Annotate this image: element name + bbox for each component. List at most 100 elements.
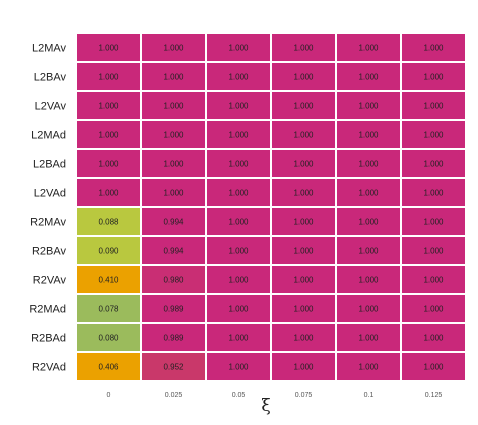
heatmap-cell xyxy=(272,63,335,90)
heatmap-cell xyxy=(337,295,400,322)
cell-value-label: 1.000 xyxy=(228,160,249,169)
x-tick-label: 0.1 xyxy=(364,392,374,399)
cell-value-label: 1.000 xyxy=(423,44,444,53)
heatmap-cell xyxy=(337,63,400,90)
y-tick-label: R2VAd xyxy=(32,362,66,374)
heatmap-cell xyxy=(402,353,465,380)
heatmap-cell xyxy=(337,121,400,148)
heatmap-cell xyxy=(402,179,465,206)
heatmap-cell xyxy=(142,208,205,235)
cell-value-label: 1.000 xyxy=(228,247,249,256)
cell-value-label: 1.000 xyxy=(293,363,314,372)
cell-value-label: 1.000 xyxy=(98,102,119,111)
heatmap-cell xyxy=(77,295,140,322)
heatmap-cell xyxy=(402,150,465,177)
cell-value-label: 1.000 xyxy=(358,102,379,111)
x-axis-labels: 0 0.025 0.05 0.075 0.1 0.125 xyxy=(107,392,443,399)
heatmap-cell xyxy=(77,324,140,351)
cell-value-label: 1.000 xyxy=(293,305,314,314)
heatmap-cell xyxy=(142,179,205,206)
y-tick-label: L2VAv xyxy=(35,101,67,113)
cell-value-label: 0.989 xyxy=(163,334,184,343)
cell-value-label: 1.000 xyxy=(423,131,444,140)
heatmap-cell xyxy=(402,34,465,61)
heatmap-cell xyxy=(337,266,400,293)
cell-value-label: 1.000 xyxy=(423,247,444,256)
heatmap-cell xyxy=(272,324,335,351)
x-tick-label: 0.025 xyxy=(165,392,183,399)
cell-value-label: 1.000 xyxy=(98,131,119,140)
cell-value-label: 1.000 xyxy=(358,73,379,82)
heatmap-cell xyxy=(272,121,335,148)
heatmap-cell xyxy=(272,237,335,264)
x-tick-label: 0 xyxy=(107,392,111,399)
cell-value-label: 1.000 xyxy=(228,334,249,343)
heatmap-cell xyxy=(272,295,335,322)
heatmap-cell xyxy=(207,121,270,148)
cell-value-label: 0.980 xyxy=(163,276,184,285)
heatmap-cell xyxy=(142,150,205,177)
cell-value-label: 1.000 xyxy=(228,218,249,227)
heatmap-cell xyxy=(77,208,140,235)
x-axis-title: ξ xyxy=(261,396,270,416)
cell-value-label: 1.000 xyxy=(163,44,184,53)
heatmap-cell xyxy=(207,179,270,206)
y-tick-label: L2MAd xyxy=(31,130,66,142)
cell-value-label: 1.000 xyxy=(163,73,184,82)
heatmap-cell xyxy=(337,353,400,380)
cell-value-label: 1.000 xyxy=(293,276,314,285)
heatmap-cell xyxy=(272,266,335,293)
heatmap-cell xyxy=(142,92,205,119)
y-tick-label: R2BAd xyxy=(31,333,66,345)
cell-value-label: 1.000 xyxy=(98,160,119,169)
cell-value-label: 1.000 xyxy=(293,218,314,227)
heatmap-cell xyxy=(207,150,270,177)
cell-value-label: 1.000 xyxy=(293,73,314,82)
heatmap-cell xyxy=(142,237,205,264)
heatmap-cell xyxy=(142,353,205,380)
cell-value-label: 1.000 xyxy=(423,218,444,227)
cell-value-label: 1.000 xyxy=(228,131,249,140)
heatmap-cell xyxy=(337,150,400,177)
cell-value-label: 1.000 xyxy=(358,189,379,198)
heatmap-cell xyxy=(207,63,270,90)
heatmap-cell xyxy=(337,324,400,351)
cell-value-label: 1.000 xyxy=(358,363,379,372)
cell-value-label: 1.000 xyxy=(293,160,314,169)
cell-value-label: 1.000 xyxy=(293,131,314,140)
heatmap-cell xyxy=(402,324,465,351)
cell-value-label: 1.000 xyxy=(228,305,249,314)
y-tick-label: L2BAd xyxy=(33,159,66,171)
cell-value-label: 1.000 xyxy=(423,276,444,285)
heatmap-cell xyxy=(207,208,270,235)
heatmap-cell xyxy=(142,266,205,293)
cell-value-label: 1.000 xyxy=(358,44,379,53)
heatmap-cell xyxy=(272,179,335,206)
cell-value-label: 1.000 xyxy=(423,305,444,314)
cell-value-label: 1.000 xyxy=(228,276,249,285)
heatmap-cell xyxy=(77,121,140,148)
heatmap-cell xyxy=(77,150,140,177)
y-axis-labels: L2MAv L2BAv L2VAv L2MAd L2BAd L2VAd R2MAv R2BAv… xyxy=(29,43,66,374)
heatmap-cell xyxy=(337,237,400,264)
heatmap-cell xyxy=(207,324,270,351)
y-tick-label: R2MAd xyxy=(29,304,66,316)
cell-value-label: 1.000 xyxy=(163,189,184,198)
cell-value-label: 1.000 xyxy=(358,305,379,314)
heatmap-cell xyxy=(142,34,205,61)
y-tick-label: L2MAv xyxy=(32,43,67,55)
heatmap-cell xyxy=(142,63,205,90)
x-tick-label: 0.075 xyxy=(295,392,313,399)
y-tick-label: R2MAv xyxy=(30,217,66,229)
cell-value-label: 1.000 xyxy=(423,160,444,169)
cell-value-label: 1.000 xyxy=(98,189,119,198)
heatmap-cell xyxy=(142,121,205,148)
y-tick-label: L2BAv xyxy=(34,72,67,84)
cell-value-label: 1.000 xyxy=(293,44,314,53)
cell-value-label: 0.994 xyxy=(163,218,184,227)
cell-value-label: 1.000 xyxy=(228,73,249,82)
cell-value-label: 1.000 xyxy=(358,160,379,169)
cell-value-label: 1.000 xyxy=(228,189,249,198)
cell-value-label: 1.000 xyxy=(293,102,314,111)
cell-value-label: 1.000 xyxy=(423,102,444,111)
